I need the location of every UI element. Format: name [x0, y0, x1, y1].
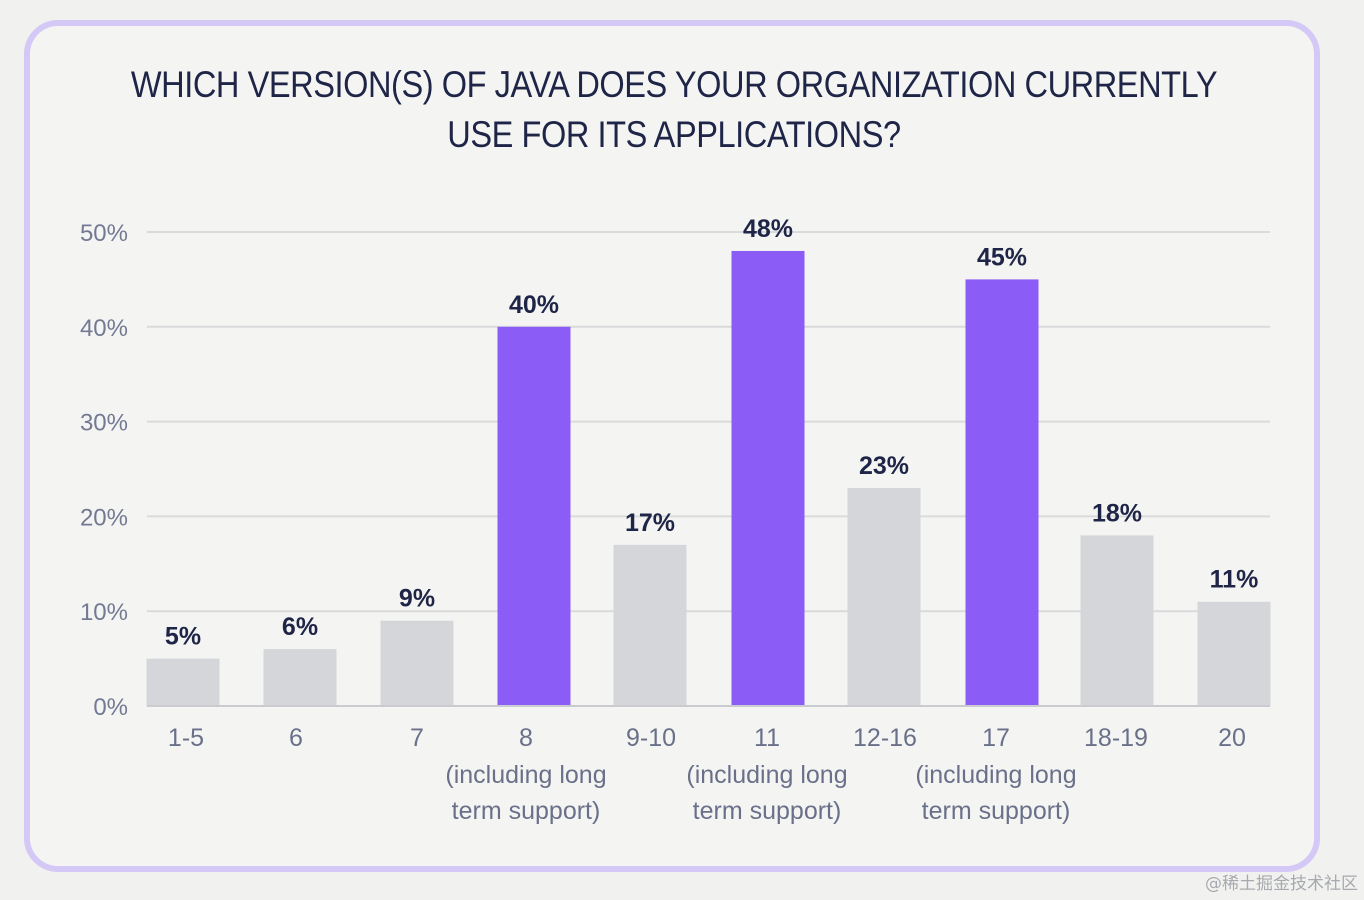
bar: [146, 658, 220, 706]
watermark: @稀土掘金技术社区: [1205, 874, 1358, 894]
bar: [380, 620, 454, 706]
data-label: 5%: [165, 623, 201, 651]
x-tick-label: 17: [982, 724, 1010, 752]
data-label: 23%: [859, 452, 909, 480]
x-tick-label: 6: [289, 724, 303, 752]
y-tick-label: 0%: [93, 694, 128, 721]
y-tick-label: 50%: [80, 220, 128, 247]
x-tick-sublabel: term support): [693, 797, 842, 825]
data-label: 9%: [399, 585, 435, 613]
data-label: 45%: [977, 243, 1027, 271]
bar: [731, 250, 805, 706]
x-tick-sublabel: (including long: [445, 761, 606, 789]
bar: [1197, 601, 1271, 706]
data-label: 11%: [1210, 566, 1259, 594]
bar: [497, 326, 571, 706]
y-tick-label: 10%: [80, 599, 128, 626]
x-tick-sublabel: term support): [922, 797, 1071, 825]
data-label: 18%: [1092, 499, 1142, 527]
chart-title-line-2: USE FOR ITS APPLICATIONS?: [447, 114, 901, 155]
y-tick-label: 40%: [80, 315, 128, 342]
data-label: 48%: [743, 215, 793, 243]
x-tick-label: 20: [1218, 724, 1246, 752]
chart-title-line-1: WHICH VERSION(S) OF JAVA DOES YOUR ORGAN…: [130, 64, 1218, 105]
data-label: 17%: [625, 509, 675, 537]
x-tick-label: 12-16: [853, 724, 917, 752]
chart-title: WHICH VERSION(S) OF JAVA DOES YOUR ORGAN…: [81, 60, 1267, 160]
x-tick-label: 1-5: [168, 724, 204, 752]
bar: [847, 487, 921, 706]
y-tick-label: 20%: [80, 504, 128, 531]
data-label: 6%: [282, 613, 318, 641]
chart-frame: [24, 20, 1320, 872]
x-tick-sublabel: term support): [452, 797, 601, 825]
bar: [965, 279, 1039, 706]
x-tick-label: 18-19: [1084, 724, 1148, 752]
data-label: 40%: [509, 291, 559, 319]
bar: [263, 649, 337, 706]
bar: [613, 544, 687, 706]
y-tick-label: 30%: [80, 410, 128, 437]
x-tick-sublabel: (including long: [915, 761, 1076, 789]
x-tick-label: 7: [410, 724, 424, 752]
x-tick-label: 9-10: [626, 724, 676, 752]
bar: [1080, 535, 1154, 706]
x-tick-sublabel: (including long: [686, 761, 847, 789]
x-tick-label: 8: [519, 724, 533, 752]
x-tick-label: 11: [754, 724, 780, 752]
